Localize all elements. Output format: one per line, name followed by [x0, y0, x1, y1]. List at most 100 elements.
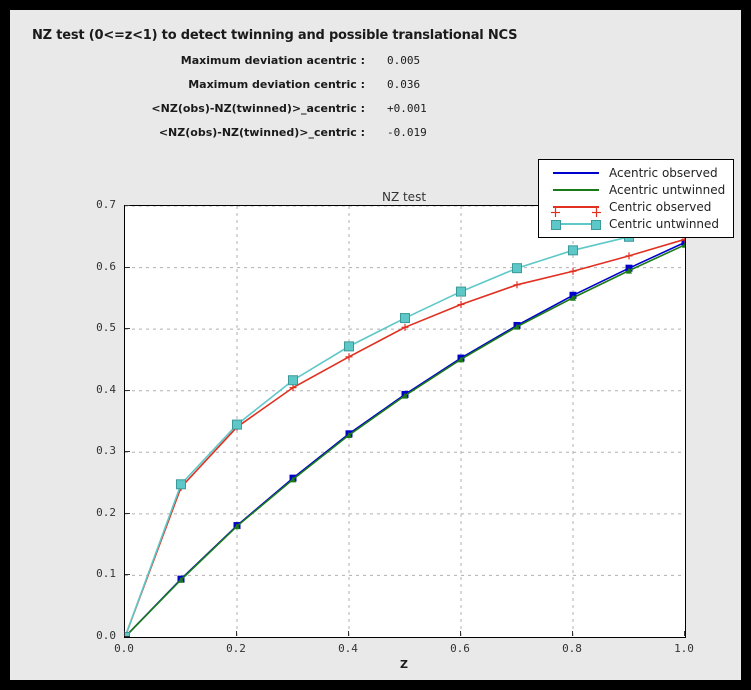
y-axis-tick-label: 0.4 [96, 382, 116, 396]
y-axis-tick-mark [125, 512, 130, 514]
legend-line [553, 189, 599, 191]
x-axis-tick-mark [124, 631, 125, 636]
stat-label: Maximum deviation acentric : [180, 54, 365, 67]
y-axis-tick-label: 0.2 [96, 505, 116, 519]
y-axis-tick-label: 0.7 [96, 198, 116, 211]
legend-item: Centric untwinned [547, 215, 725, 232]
data-point-marker [681, 235, 685, 243]
y-axis-tick-label: 0.1 [96, 567, 116, 581]
series-line [125, 244, 685, 637]
y-axis-tick-label: 0.0 [96, 629, 116, 642]
data-point-marker [456, 286, 466, 297]
stat-value: 0.036 [387, 78, 421, 91]
legend-plus-marker [551, 202, 560, 217]
legend-swatch [547, 198, 605, 217]
chart-title: NZ test [381, 190, 427, 204]
y-axis-tick-mark [125, 574, 130, 576]
y-axis-tick-mark [125, 389, 130, 391]
page-title: NZ test (0<=z<1) to detect twinning and … [32, 28, 518, 43]
legend-label: Centric untwinned [609, 216, 720, 231]
legend-label: Centric observed [609, 199, 712, 214]
stat-row: <NZ(obs)-NZ(twinned)>_acentric : +0.001 [135, 102, 495, 118]
data-point-marker [176, 479, 186, 490]
y-axis-tick-mark [125, 451, 130, 453]
legend-swatch [547, 164, 605, 181]
y-axis-tick-mark [125, 205, 130, 206]
plot-frame [124, 205, 686, 638]
legend-swatch [547, 215, 605, 232]
data-point-marker [344, 341, 354, 352]
chart-legend: Acentric observed Acentric untwinned Centr… [538, 159, 735, 238]
data-point-marker [625, 252, 633, 260]
data-point-marker [513, 281, 521, 289]
stat-label: Maximum deviation centric : [188, 78, 365, 91]
y-axis-tick-mark [125, 328, 130, 330]
data-point-marker [682, 241, 685, 248]
data-point-marker [178, 576, 184, 583]
x-axis-tick-label: 0.0 [114, 642, 134, 655]
stat-row: <NZ(obs)-NZ(twinned)>_centric : -0.019 [135, 126, 495, 142]
data-point-marker [570, 294, 576, 301]
data-point-marker [345, 353, 353, 361]
chart-container: NZ test 0.0 0.1 0.2 0.3 0.4 0.5 0.6 0.7 0.0 0.2 0.… [10, 10, 741, 680]
stat-row: Maximum deviation acentric : 0.005 [135, 54, 495, 70]
data-point-marker [401, 323, 409, 331]
x-axis-tick-mark [348, 631, 349, 636]
x-axis-tick-mark [572, 631, 573, 636]
x-axis-tick-mark [684, 631, 685, 636]
y-axis-tick-label: 0.6 [96, 259, 116, 273]
legend-line [553, 223, 599, 225]
stat-label: <NZ(obs)-NZ(twinned)>_acentric : [151, 102, 365, 115]
y-axis-tick-mark [125, 636, 130, 637]
data-point-marker [458, 356, 464, 363]
legend-item: Acentric observed [547, 164, 725, 181]
stat-value: -0.019 [387, 126, 427, 139]
y-axis-tick-label: 0.3 [96, 444, 116, 458]
x-axis-tick-label: 0.6 [450, 642, 470, 655]
data-point-marker [288, 375, 298, 386]
data-point-marker [289, 384, 297, 392]
legend-item: Centric observed [547, 198, 725, 217]
report-panel: NZ test (0<=z<1) to detect twinning and … [10, 10, 741, 680]
legend-label: Acentric untwinned [609, 182, 726, 197]
stat-row: Maximum deviation centric : 0.036 [135, 78, 495, 94]
data-point-marker [568, 245, 578, 256]
series-line [125, 238, 685, 637]
stat-value: +0.001 [387, 102, 427, 115]
x-axis-tick-mark [236, 631, 237, 636]
data-point-marker [402, 392, 408, 399]
x-axis-tick-mark [460, 631, 461, 636]
data-point-marker [232, 419, 242, 430]
chart-gridlines [125, 206, 685, 637]
data-point-marker [346, 432, 352, 439]
legend-square-marker [551, 220, 561, 230]
legend-line [553, 206, 599, 208]
data-point-marker [681, 238, 685, 246]
data-point-marker [512, 263, 522, 274]
legend-swatch [547, 181, 605, 198]
data-point-marker [125, 632, 130, 637]
y-axis-tick-mark [125, 266, 130, 268]
data-point-marker [400, 313, 410, 324]
legend-line [553, 172, 599, 174]
y-axis-tick-label: 0.5 [96, 321, 116, 335]
data-point-marker [457, 301, 465, 309]
series-line [125, 241, 685, 637]
chart-series-layer [125, 220, 685, 637]
data-point-marker [290, 476, 296, 483]
legend-square-marker [591, 220, 601, 230]
legend-item: Acentric untwinned [547, 181, 725, 198]
data-point-marker [514, 323, 520, 330]
stat-value: 0.005 [387, 54, 421, 67]
legend-plus-marker [592, 202, 601, 217]
x-axis-label: Z [400, 658, 408, 671]
x-axis-tick-label: 0.2 [226, 642, 246, 655]
x-axis-tick-label: 0.8 [562, 642, 582, 655]
series-line [125, 224, 685, 637]
x-axis-tick-label: 0.4 [338, 642, 358, 655]
legend-label: Acentric observed [609, 165, 718, 180]
data-point-marker [234, 523, 240, 530]
data-point-marker [569, 267, 577, 275]
x-axis-tick-label: 1.0 [674, 642, 694, 655]
stat-label: <NZ(obs)-NZ(twinned)>_centric : [158, 126, 365, 139]
